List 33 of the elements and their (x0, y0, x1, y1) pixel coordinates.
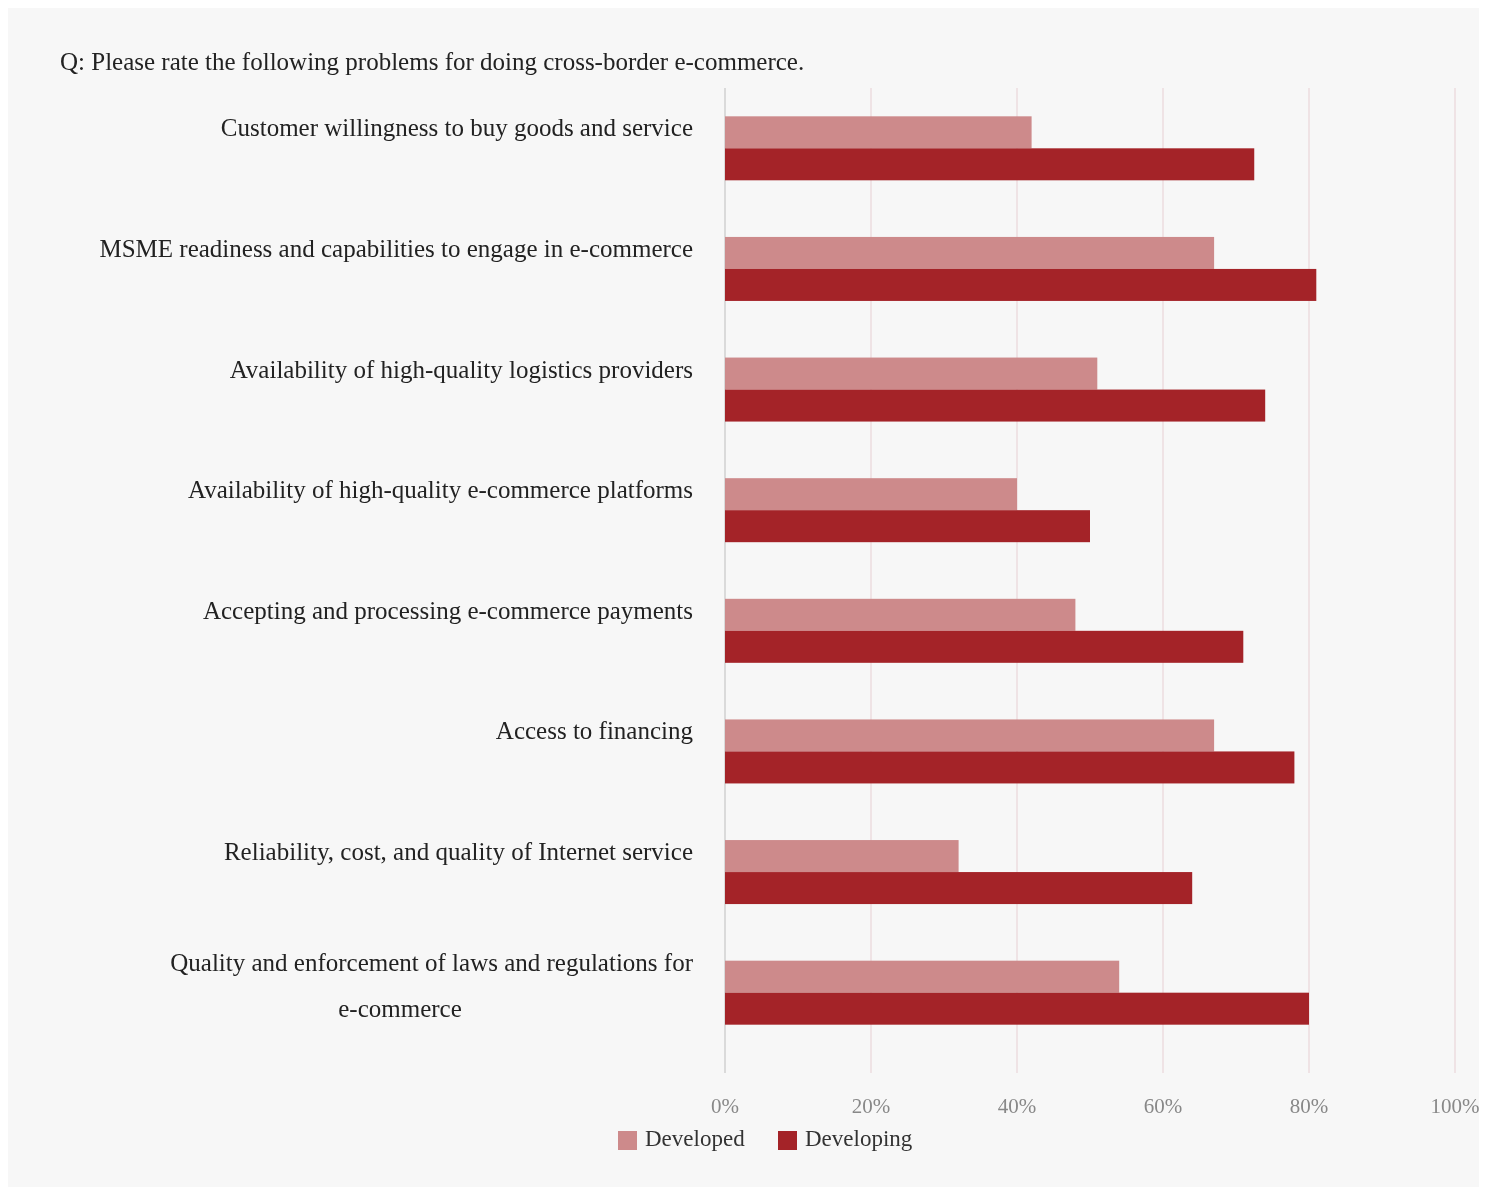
bar (725, 630, 1244, 663)
bar (725, 960, 1120, 993)
bar (725, 840, 959, 873)
y-tick-label: Availability of high-quality logistics providers (229, 355, 693, 383)
bar (725, 598, 1076, 631)
x-tick-label: 100% (1430, 1094, 1480, 1118)
bar (725, 478, 1017, 511)
bar (725, 148, 1255, 181)
y-tick-label: MSME readiness and capabilities to engage in e-commerce (99, 234, 693, 262)
y-tick-label: Access to financing (495, 717, 694, 745)
y-tick-label: Quality and enforcement of laws and regulations for e-commerce (170, 948, 694, 1022)
legend-label: Developing (805, 1126, 913, 1151)
bar (725, 719, 1215, 752)
bar (725, 751, 1295, 784)
x-tick-label: 80% (1289, 1094, 1329, 1118)
bar (725, 510, 1090, 543)
bar (725, 872, 1193, 905)
bar (725, 389, 1266, 422)
y-tick-label: Reliability, cost, and quality of Internet service (223, 838, 693, 866)
bar (725, 116, 1032, 149)
bar (725, 992, 1309, 1025)
bar (725, 268, 1317, 301)
y-tick-label: Availability of high-quality e-commerce platforms (188, 476, 693, 504)
x-tick-label: 40% (997, 1094, 1037, 1118)
y-tick-label: Customer willingness to buy goods and service (220, 114, 693, 142)
bar (725, 236, 1215, 269)
legend-label: Developed (645, 1126, 746, 1151)
x-tick-label: 0% (711, 1094, 739, 1118)
x-tick-label: 60% (1143, 1094, 1183, 1118)
text: Q: Please rate the following problems for doing cross-border e-commerce. (60, 48, 805, 75)
y-tick-label: Accepting and processing e-commerce payments (202, 596, 693, 624)
bar (725, 357, 1098, 390)
x-tick-label: 20% (851, 1094, 891, 1118)
